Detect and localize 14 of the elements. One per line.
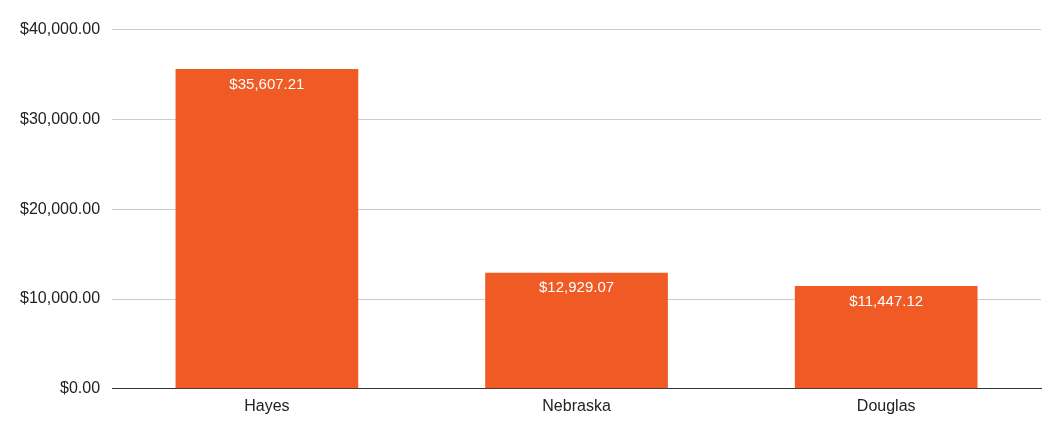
data-label: $35,607.21 — [229, 74, 305, 92]
x-tick-label: Nebraska — [542, 396, 611, 414]
y-tick-label: $20,000.00 — [20, 199, 101, 217]
bar — [485, 272, 668, 389]
x-tick-label: Hayes — [244, 396, 290, 414]
y-tick-label: $0.00 — [60, 379, 101, 397]
y-tick-label: $40,000.00 — [20, 20, 101, 38]
y-tick-label: $10,000.00 — [20, 289, 101, 307]
bar — [175, 69, 359, 389]
data-label: $11,447.12 — [849, 291, 924, 309]
data-label: $12,929.07 — [539, 278, 615, 296]
bar — [794, 286, 978, 389]
y-tick-label: $30,000.00 — [20, 109, 101, 127]
x-tick-label: Douglas — [856, 396, 916, 414]
